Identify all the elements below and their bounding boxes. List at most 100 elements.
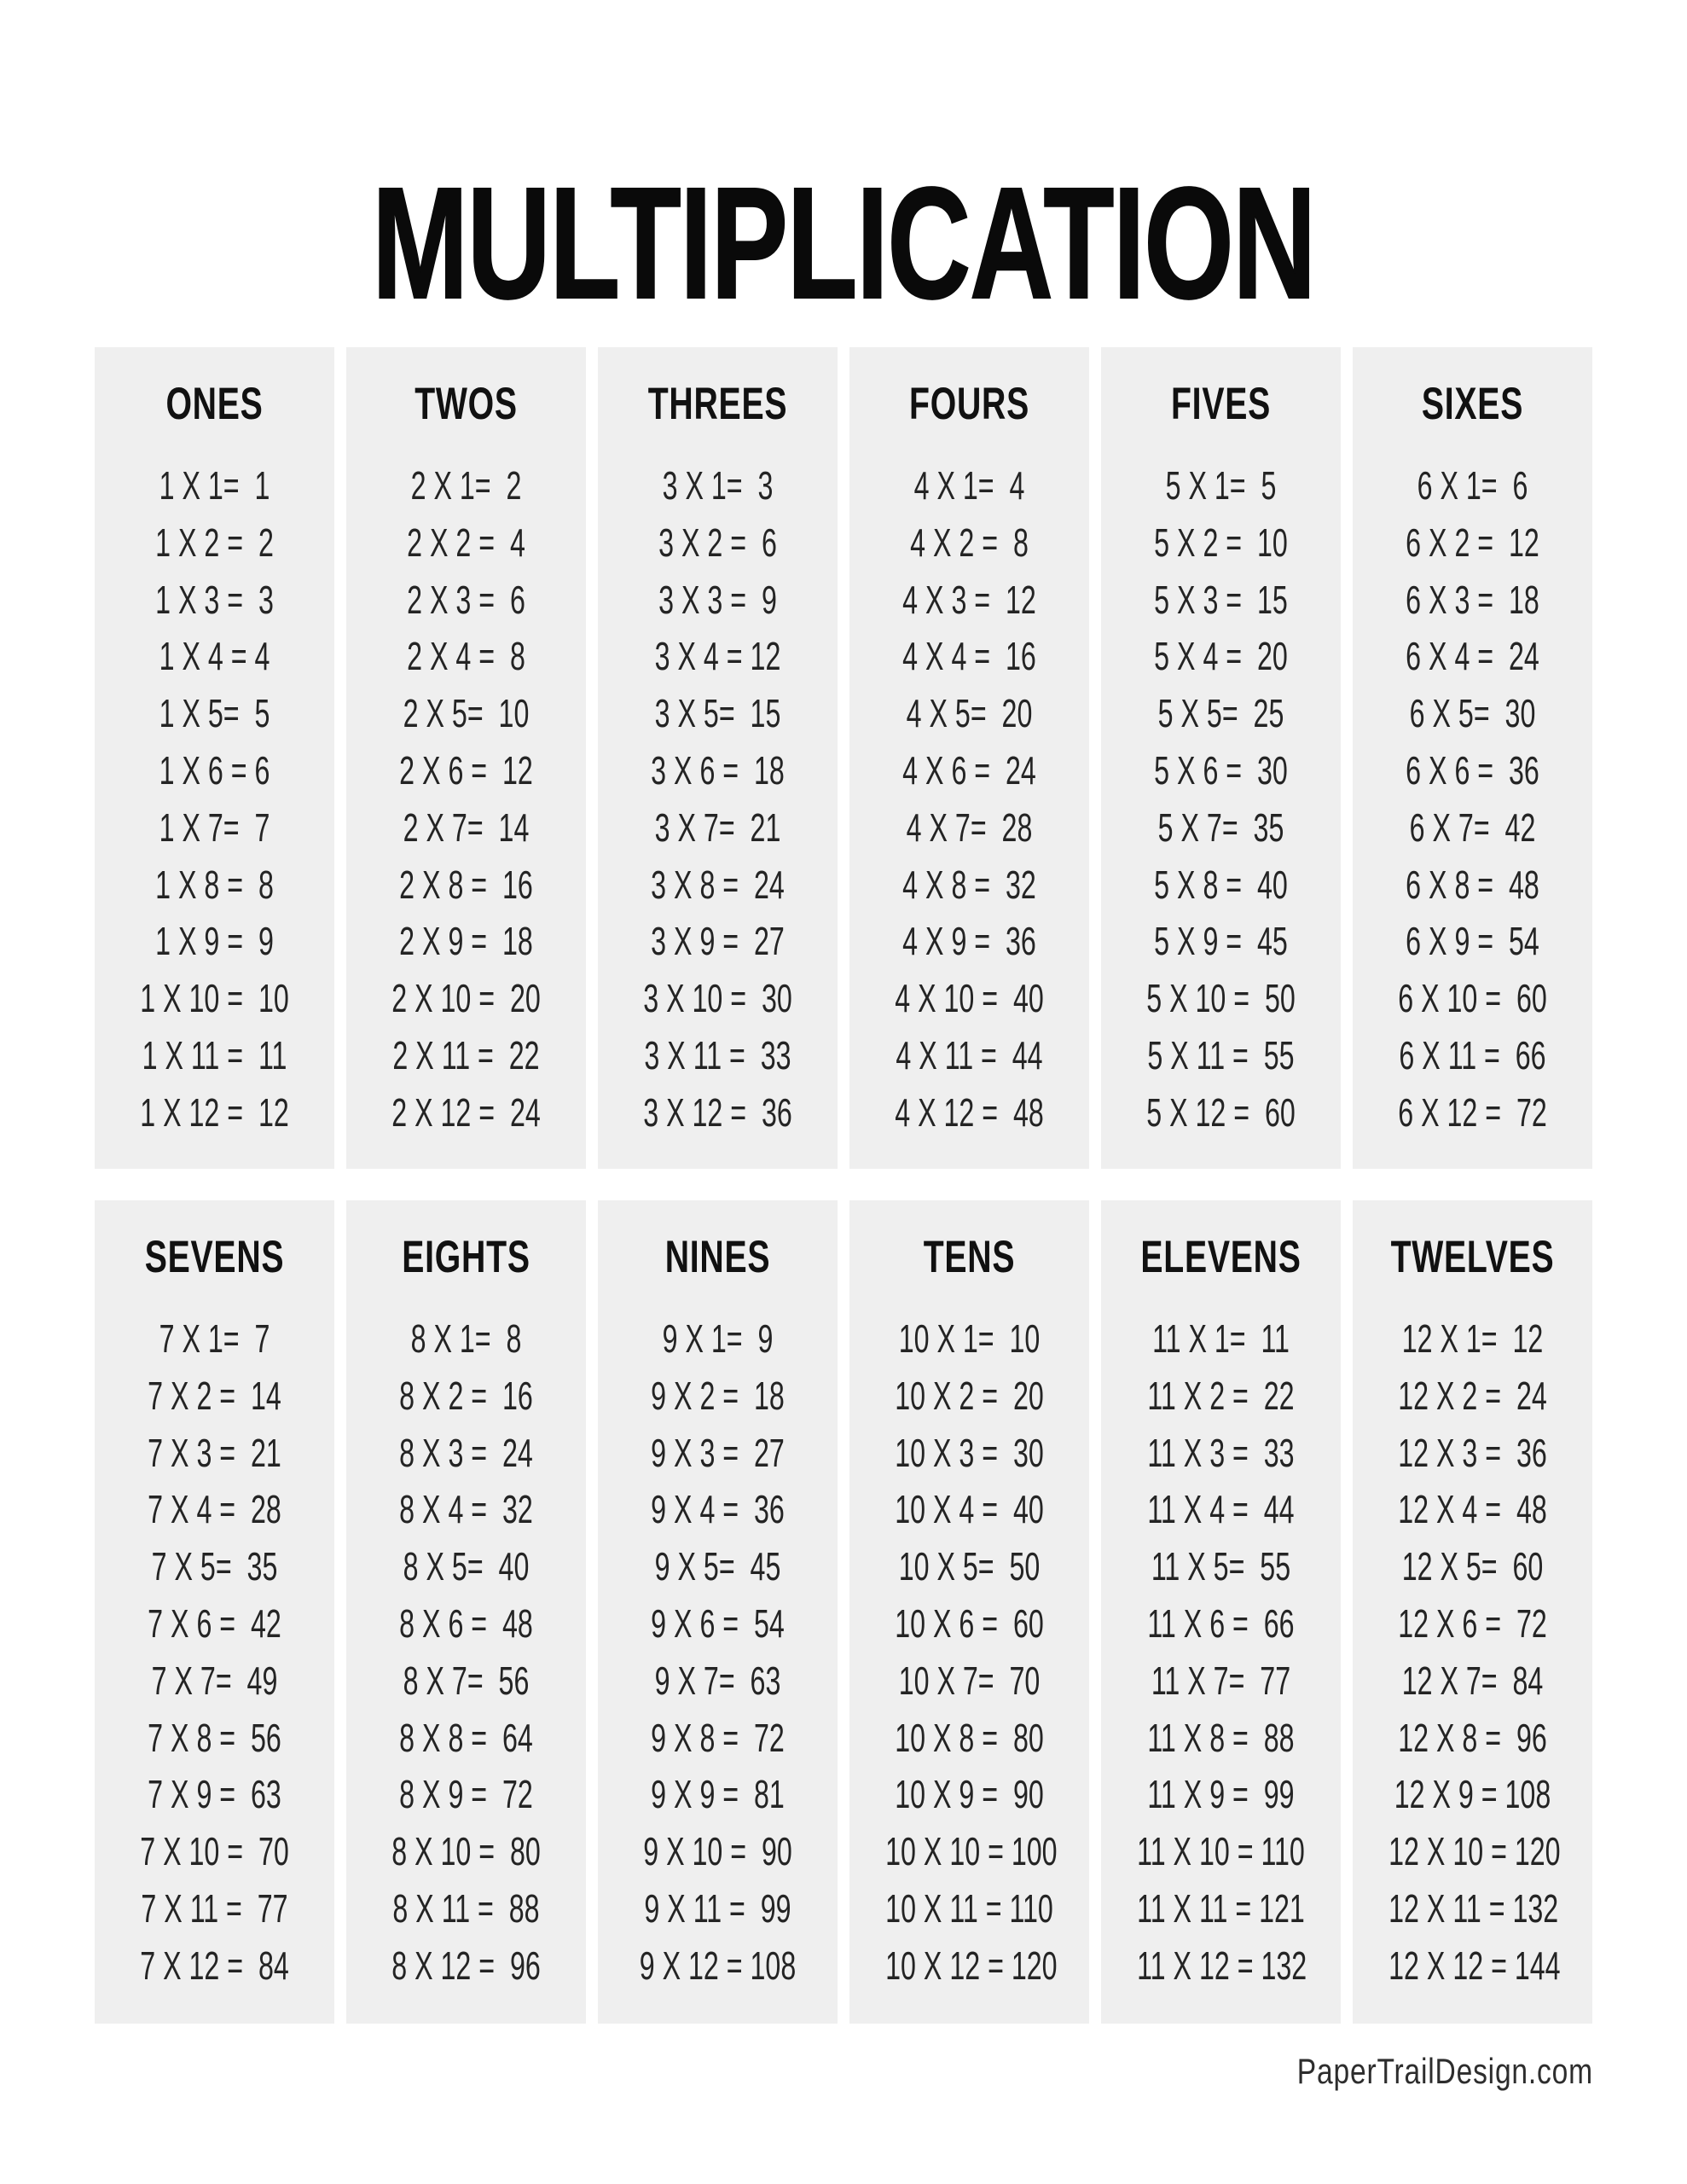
fact-row: 11 X 11 = 121 — [1137, 1885, 1305, 1931]
fact-row: 10 X 10 = 100 — [885, 1829, 1058, 1874]
fact-row: 6 X 7= 42 — [1409, 804, 1536, 850]
fact-row: 5 X 10 = 50 — [1146, 976, 1296, 1021]
fact-row: 7 X 9 = 63 — [148, 1772, 281, 1817]
column-header: SEVENS — [144, 1232, 285, 1282]
fact-row: 7 X 8 = 56 — [148, 1715, 281, 1760]
fact-row: 9 X 12 = 108 — [639, 1943, 797, 1988]
fact-row: 4 X 7= 28 — [906, 804, 1033, 850]
fact-row: 5 X 5= 25 — [1157, 691, 1284, 736]
table-column-fives: FIVES 5 X 1= 5 5 X 2 = 10 5 X 3 = 15 5 X 4 =… — [1101, 347, 1341, 1169]
column-header: FOURS — [909, 379, 1029, 429]
fact-row: 9 X 3 = 27 — [651, 1430, 785, 1475]
fact-row: 6 X 3 = 18 — [1406, 577, 1539, 622]
fact-row: 9 X 9 = 81 — [651, 1772, 785, 1817]
fact-row: 2 X 4 = 8 — [407, 634, 525, 679]
fact-row: 1 X 7= 7 — [159, 804, 270, 850]
fact-row: 7 X 7= 49 — [151, 1658, 278, 1703]
fact-row: 10 X 1= 10 — [898, 1316, 1041, 1361]
fact-row: 1 X 11 = 11 — [142, 1032, 287, 1077]
fact-row: 12 X 1= 12 — [1401, 1316, 1544, 1361]
fact-row: 2 X 12 = 24 — [391, 1089, 541, 1135]
facts-list: 10 X 1= 10 10 X 2 = 20 10 X 3 = 30 10 X 4 =… — [849, 1310, 1089, 1995]
fact-row: 5 X 2 = 10 — [1154, 520, 1288, 565]
table-column-threes: THREES 3 X 1= 3 3 X 2 = 6 3 X 3 = 9 3 X 4 = … — [598, 347, 838, 1169]
fact-row: 7 X 2 = 14 — [148, 1373, 281, 1418]
fact-row: 10 X 7= 70 — [898, 1658, 1041, 1703]
column-header: TWOS — [415, 379, 518, 429]
fact-row: 9 X 10 = 90 — [643, 1829, 792, 1874]
facts-list: 5 X 1= 5 5 X 2 = 10 5 X 3 = 15 5 X 4 = 20 5 … — [1101, 457, 1341, 1141]
fact-row: 8 X 12 = 96 — [391, 1943, 541, 1988]
fact-row: 2 X 11 = 22 — [392, 1032, 540, 1077]
fact-row: 2 X 2 = 4 — [407, 520, 525, 565]
fact-row: 1 X 3 = 3 — [155, 577, 274, 622]
fact-row: 2 X 8 = 16 — [399, 862, 533, 907]
fact-row: 11 X 2 = 22 — [1147, 1373, 1295, 1418]
fact-row: 9 X 1= 9 — [662, 1316, 774, 1361]
table-column-nines: NINES 9 X 1= 9 9 X 2 = 18 9 X 3 = 27 9 X 4 =… — [598, 1200, 838, 2024]
fact-row: 12 X 10 = 120 — [1388, 1829, 1561, 1874]
facts-list: 12 X 1= 12 12 X 2 = 24 12 X 3 = 36 12 X 4 =… — [1353, 1310, 1592, 1995]
fact-row: 3 X 1= 3 — [662, 463, 774, 508]
fact-row: 4 X 2 = 8 — [910, 520, 1029, 565]
fact-row: 9 X 4 = 36 — [651, 1487, 785, 1532]
fact-row: 7 X 5= 35 — [151, 1544, 278, 1589]
fact-row: 2 X 7= 14 — [403, 804, 530, 850]
fact-row: 3 X 8 = 24 — [651, 862, 785, 907]
facts-list: 2 X 1= 2 2 X 2 = 4 2 X 3 = 6 2 X 4 = 8 2 X 5… — [346, 457, 586, 1141]
column-header: EIGHTS — [402, 1232, 530, 1282]
fact-row: 8 X 5= 40 — [403, 1544, 530, 1589]
fact-row: 4 X 6 = 24 — [902, 747, 1036, 793]
fact-row: 12 X 2 = 24 — [1398, 1373, 1547, 1418]
fact-row: 7 X 11 = 77 — [141, 1885, 288, 1931]
fact-row: 10 X 2 = 20 — [895, 1373, 1044, 1418]
fact-row: 6 X 1= 6 — [1417, 463, 1528, 508]
fact-row: 5 X 12 = 60 — [1146, 1089, 1296, 1135]
fact-row: 5 X 8 = 40 — [1154, 862, 1288, 907]
fact-row: 7 X 12 = 84 — [140, 1943, 289, 1988]
fact-row: 10 X 9 = 90 — [895, 1772, 1044, 1817]
fact-row: 1 X 8 = 8 — [155, 862, 274, 907]
fact-row: 7 X 1= 7 — [159, 1316, 270, 1361]
fact-row: 3 X 5= 15 — [654, 691, 781, 736]
fact-row: 5 X 6 = 30 — [1154, 747, 1288, 793]
fact-row: 6 X 6 = 36 — [1406, 747, 1539, 793]
fact-row: 11 X 9 = 99 — [1147, 1772, 1295, 1817]
fact-row: 3 X 7= 21 — [654, 804, 781, 850]
fact-row: 6 X 2 = 12 — [1406, 520, 1539, 565]
fact-row: 12 X 3 = 36 — [1398, 1430, 1547, 1475]
fact-row: 3 X 11 = 33 — [644, 1032, 791, 1077]
facts-list: 9 X 1= 9 9 X 2 = 18 9 X 3 = 27 9 X 4 = 36 9 … — [598, 1310, 838, 1995]
fact-row: 11 X 6 = 66 — [1147, 1600, 1295, 1646]
fact-row: 6 X 5= 30 — [1409, 691, 1536, 736]
fact-row: 5 X 4 = 20 — [1154, 634, 1288, 679]
fact-row: 12 X 11 = 132 — [1388, 1885, 1559, 1931]
fact-row: 8 X 1= 8 — [410, 1316, 522, 1361]
fact-row: 2 X 3 = 6 — [407, 577, 525, 622]
table-column-sixes: SIXES 6 X 1= 6 6 X 2 = 12 6 X 3 = 18 6 X 4 =… — [1353, 347, 1592, 1169]
facts-list: 6 X 1= 6 6 X 2 = 12 6 X 3 = 18 6 X 4 = 24 6 … — [1353, 457, 1592, 1141]
table-column-sevens: SEVENS 7 X 1= 7 7 X 2 = 14 7 X 3 = 21 7 X 4 … — [95, 1200, 334, 2024]
fact-row: 11 X 7= 77 — [1151, 1658, 1291, 1703]
fact-row: 2 X 6 = 12 — [399, 747, 533, 793]
fact-row: 6 X 12 = 72 — [1398, 1089, 1547, 1135]
fact-row: 12 X 12 = 144 — [1388, 1943, 1561, 1988]
fact-row: 8 X 3 = 24 — [399, 1430, 533, 1475]
facts-list: 8 X 1= 8 8 X 2 = 16 8 X 3 = 24 8 X 4 = 32 8 … — [346, 1310, 586, 1995]
fact-row: 11 X 1= 11 — [1152, 1316, 1290, 1361]
fact-row: 4 X 10 = 40 — [895, 976, 1044, 1021]
fact-row: 6 X 8 = 48 — [1406, 862, 1539, 907]
column-header: SIXES — [1421, 379, 1524, 429]
fact-row: 4 X 9 = 36 — [902, 919, 1036, 964]
fact-row: 6 X 10 = 60 — [1398, 976, 1547, 1021]
fact-row: 8 X 4 = 32 — [399, 1487, 533, 1532]
column-header: NINES — [664, 1232, 771, 1282]
fact-row: 5 X 7= 35 — [1157, 804, 1284, 850]
fact-row: 2 X 5= 10 — [403, 691, 530, 736]
fact-row: 4 X 8 = 32 — [902, 862, 1036, 907]
fact-row: 1 X 12 = 12 — [140, 1089, 289, 1135]
fact-row: 11 X 4 = 44 — [1147, 1487, 1295, 1532]
fact-row: 1 X 5= 5 — [159, 691, 270, 736]
table-column-elevens: ELEVENS 11 X 1= 11 11 X 2 = 22 11 X 3 = 33 1… — [1101, 1200, 1341, 2024]
